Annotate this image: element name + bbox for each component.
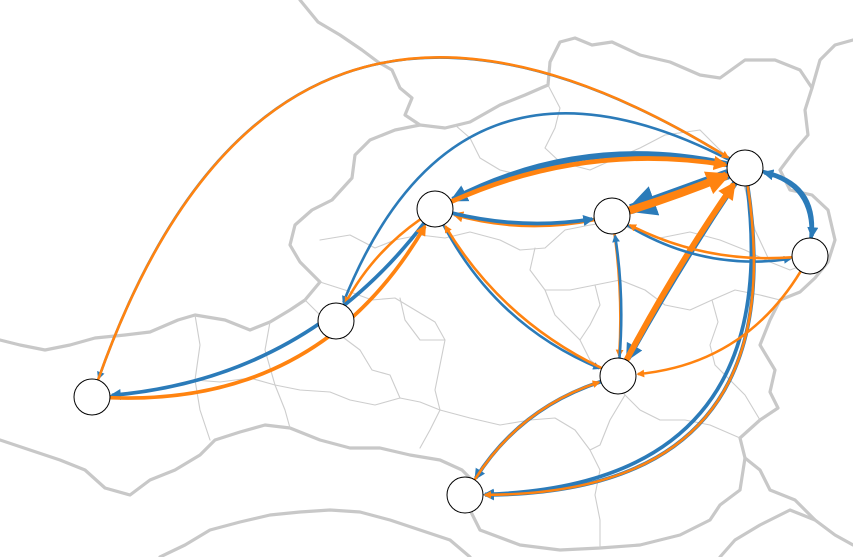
flow-edge-n3-n1-b: [450, 155, 729, 204]
border-outer: [0, 423, 747, 552]
flow-edge-n2-n1-b: [96, 56, 730, 381]
flow-edge-n6-n7-b: [636, 270, 802, 378]
map-node-n1[interactable]: [726, 149, 764, 187]
map-node-n7[interactable]: [599, 357, 637, 395]
flow-edge-n7-n9-a: [474, 379, 602, 480]
border-inner: [194, 377, 441, 411]
border-inner: [319, 221, 813, 271]
border-inner: [544, 289, 581, 341]
border-inner: [319, 281, 446, 449]
map-node-n3[interactable]: [416, 190, 454, 228]
flow-edge-n3-n7-a: [442, 224, 601, 370]
flow-edge-n9-n7-b: [473, 380, 601, 481]
flow-edge-n5-n6-a: [626, 224, 792, 264]
map-node-n4[interactable]: [317, 302, 355, 340]
border-outer: [0, 123, 422, 352]
border-outer: [810, 38, 853, 90]
flow-nodes: [73, 149, 829, 514]
map-node-n5[interactable]: [593, 197, 631, 235]
flow-edge-n1-n9-b: [483, 185, 756, 499]
flow-edge-n7-n5-a: [612, 234, 623, 359]
border-inner: [709, 299, 761, 421]
flow-edge-n2-n3-b: [109, 224, 427, 400]
flow-edge-n3-n5-a: [452, 211, 595, 226]
flow-edge-n1-n3-a: [449, 151, 729, 203]
flow-edge-n1-n8-a: [482, 185, 754, 500]
border-inner: [439, 409, 601, 549]
border-inner: [589, 394, 626, 451]
border-inner: [544, 84, 741, 171]
flow-edges: [96, 56, 819, 501]
flow-edge-n5-n1-b: [627, 171, 731, 215]
border-outer: [158, 508, 472, 557]
flow-edge-n1-n4-a: [342, 111, 730, 304]
map-node-n8[interactable]: [446, 476, 484, 514]
flow-edge-n7-n1-b: [623, 181, 737, 362]
border-outer: [718, 508, 817, 557]
flow-edge-n6-n1-a: [762, 169, 814, 239]
flow-edge-n7-n3-b: [444, 224, 603, 370]
map-node-n2[interactable]: [73, 378, 111, 416]
map-node-n6[interactable]: [791, 237, 829, 275]
border-outer: [298, 0, 853, 547]
border-inner: [264, 321, 291, 429]
flow-edge-n3-n4-b: [344, 218, 422, 305]
flow-edge-n3-n2-a: [109, 222, 426, 401]
border-inner: [399, 297, 446, 341]
flow-edge-n6-n5-b: [628, 223, 793, 260]
